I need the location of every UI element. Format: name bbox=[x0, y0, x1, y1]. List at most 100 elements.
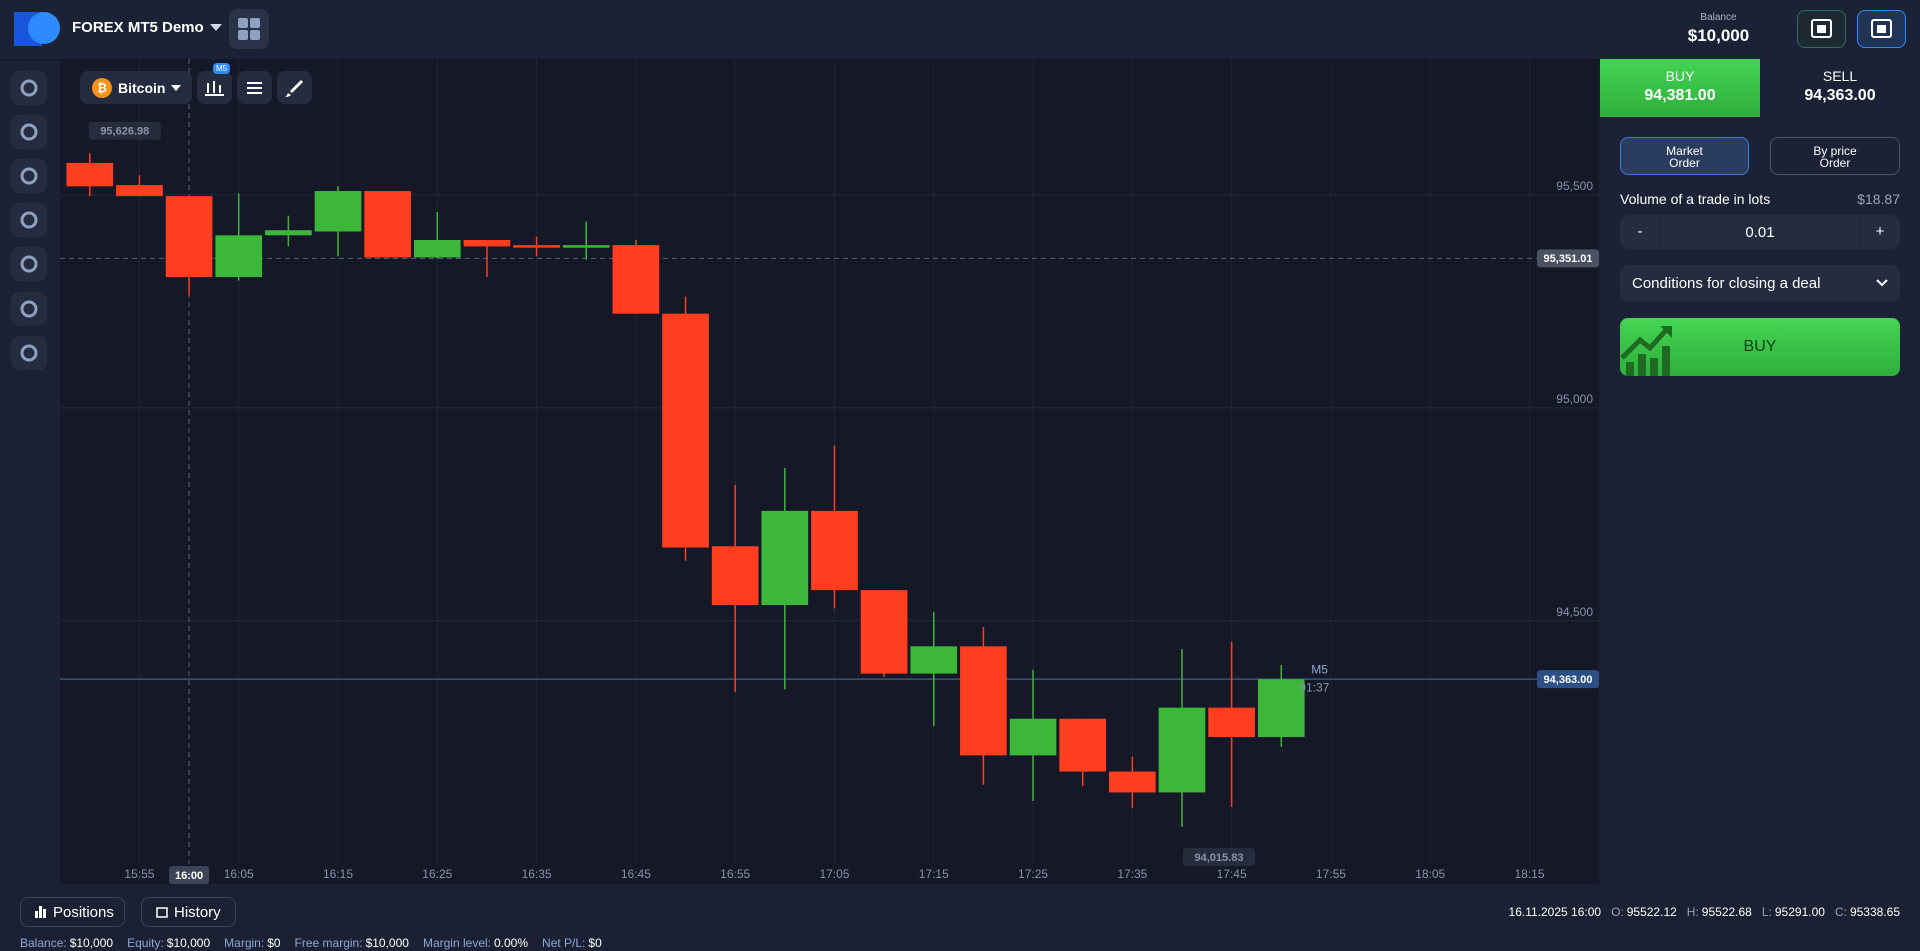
icon-shape bbox=[20, 211, 38, 229]
status-key: Balance: bbox=[20, 936, 67, 950]
status-item: Equity: $10,000 bbox=[127, 936, 210, 950]
candle-body bbox=[562, 245, 610, 248]
sidebar-icon[interactable] bbox=[11, 203, 47, 237]
candle-body bbox=[1158, 707, 1206, 793]
balance-value: $10,000 bbox=[1687, 26, 1750, 45]
ohlc-item: H: 95522.68 bbox=[1687, 905, 1752, 919]
crosshair-time-tag-box bbox=[169, 866, 210, 884]
icon-shape bbox=[20, 79, 38, 97]
status-item: Margin: $0 bbox=[224, 936, 280, 950]
sell-quote[interactable]: SELL 94,363.00 bbox=[1760, 59, 1920, 117]
account-status: Balance: $10,000 Equity: $10,000 Margin: $0 Fr… bbox=[20, 936, 602, 950]
candle-body bbox=[662, 313, 709, 548]
icon-shape bbox=[20, 300, 38, 318]
sidebar-icon[interactable] bbox=[11, 292, 47, 326]
ohlc-key: C: bbox=[1834, 905, 1847, 919]
icon-shape bbox=[20, 344, 38, 362]
buy-price: 94,381.00 bbox=[1644, 87, 1716, 104]
caret[interactable] bbox=[210, 24, 222, 32]
icon-shape bbox=[20, 255, 38, 273]
plus-button[interactable]: + bbox=[1859, 215, 1900, 249]
y-tick-label: 95,500 bbox=[1556, 179, 1593, 193]
icon-glyph bbox=[20, 167, 38, 185]
apps-button[interactable] bbox=[229, 9, 269, 49]
status-value: $10,000 bbox=[69, 936, 114, 950]
timeframe-label: M5 bbox=[1311, 662, 1328, 676]
ohlc-key: O: bbox=[1611, 905, 1624, 919]
ohlc-item: L: 95291.00 bbox=[1762, 905, 1825, 919]
y-tick-label: 95,000 bbox=[1556, 392, 1593, 406]
status-item: Net P/L: $0 bbox=[542, 936, 602, 950]
volume-input[interactable]: 0.01 bbox=[1745, 223, 1775, 241]
x-tick-label: 18:15 bbox=[1514, 867, 1544, 881]
volume-label: Volume of a trade in lots bbox=[1620, 191, 1771, 207]
positions-button[interactable]: Positions bbox=[20, 897, 125, 927]
symbol-selector[interactable]: ₿ Bitcoin bbox=[80, 71, 192, 104]
sidebar-icon[interactable] bbox=[11, 71, 47, 105]
sell-price: 94,363.00 bbox=[1804, 87, 1876, 104]
account-name[interactable]: FOREX MT5 Demo bbox=[72, 19, 204, 36]
crosshair-time-tag: 16:00 bbox=[175, 870, 203, 882]
buy-button[interactable]: BUY bbox=[1620, 318, 1900, 376]
status-value: $10,000 bbox=[365, 936, 409, 950]
drawing-button[interactable] bbox=[277, 71, 312, 104]
logo bbox=[14, 12, 60, 46]
crosshair-price-tag: 95,351.01 bbox=[1544, 253, 1593, 265]
sidebar-icon[interactable] bbox=[11, 247, 47, 281]
x-tick-label: 16:55 bbox=[720, 867, 750, 881]
candle-body bbox=[413, 240, 461, 258]
x-tick-label: 16:25 bbox=[422, 867, 452, 881]
sidebar bbox=[0, 60, 59, 884]
candle-body bbox=[860, 590, 908, 674]
minus-button[interactable]: - bbox=[1620, 215, 1661, 249]
x-tick-label: 16:35 bbox=[522, 867, 552, 881]
conditions-dropdown[interactable]: Conditions for closing a deal bbox=[1620, 265, 1900, 301]
x-tick-label: 17:35 bbox=[1117, 867, 1147, 881]
conditions-label: Conditions for closing a deal bbox=[1632, 275, 1821, 292]
x-tick-label: 15:55 bbox=[124, 867, 154, 881]
sell-label: SELL bbox=[1822, 68, 1858, 84]
sidebar-icon[interactable] bbox=[11, 159, 47, 193]
candle-body bbox=[960, 646, 1007, 756]
sidebar-icon[interactable] bbox=[11, 336, 47, 370]
candle-body bbox=[165, 196, 213, 278]
deposit-button[interactable] bbox=[1797, 10, 1846, 48]
withdraw-button[interactable] bbox=[1857, 10, 1906, 48]
market-order-tab[interactable]: Market Order bbox=[1620, 137, 1749, 175]
crosshair-price-tag-box bbox=[1537, 249, 1599, 268]
status-item: Balance: $10,000 bbox=[20, 936, 113, 950]
icon-glyph bbox=[20, 344, 38, 362]
y-tick-label: 94,500 bbox=[1556, 605, 1593, 619]
history-label: History bbox=[174, 903, 221, 921]
candle-body bbox=[1009, 718, 1057, 756]
icon-glyph bbox=[20, 123, 38, 141]
buy-label: BUY bbox=[1665, 68, 1695, 84]
x-tick-label: 17:45 bbox=[1217, 867, 1247, 881]
history-button[interactable]: History bbox=[141, 897, 236, 927]
icon-shape bbox=[20, 123, 38, 141]
status-value: $0 bbox=[588, 936, 602, 950]
status-item: Margin level: 0.00% bbox=[423, 936, 528, 950]
candle-body bbox=[910, 646, 958, 674]
candle-timer: 01:37 bbox=[1299, 680, 1329, 694]
ohlc-key: H: bbox=[1686, 905, 1699, 919]
current-price-tag-box bbox=[1537, 670, 1599, 689]
sidebar-icon[interactable] bbox=[11, 115, 47, 149]
x-tick-label: 17:55 bbox=[1316, 867, 1346, 881]
indicators-button[interactable] bbox=[237, 71, 272, 104]
price-order-tab[interactable]: By price Order bbox=[1770, 137, 1900, 175]
status-key: Net P/L: bbox=[542, 936, 586, 950]
candle-body bbox=[761, 510, 809, 606]
candle-body bbox=[513, 245, 560, 248]
high-marker: 95,626.98 bbox=[100, 126, 149, 138]
x-tick-label: 17:15 bbox=[919, 867, 949, 881]
candle-body bbox=[265, 230, 312, 236]
chart-type-button[interactable]: M5 bbox=[197, 63, 232, 104]
chart: 94,500 95,000 95,500 15:55 16:05 16:15 16:25 16… bbox=[60, 59, 1599, 884]
icon-shape bbox=[20, 167, 38, 185]
volume-stepper: - 0.01 + bbox=[1620, 215, 1900, 249]
buy-quote[interactable]: BUY 94,381.00 bbox=[1600, 59, 1760, 117]
candle-body bbox=[116, 185, 163, 197]
status-key: Margin: bbox=[224, 936, 265, 950]
